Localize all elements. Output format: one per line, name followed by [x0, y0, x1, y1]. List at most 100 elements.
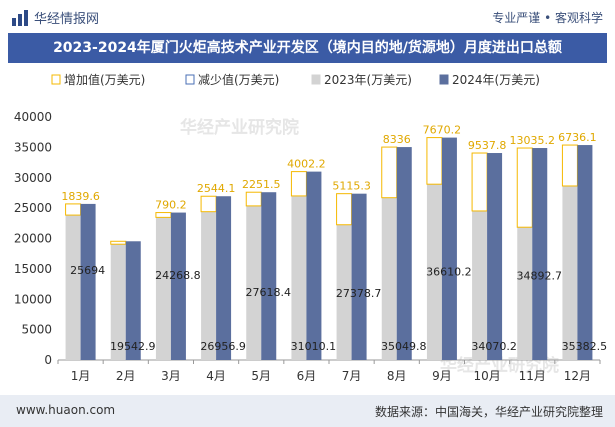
chart-title: 2023-2024年厦门火炬高技术产业开发区（境内目的地/货源地）月度进出口总额 — [8, 33, 607, 63]
bar-chart-logo-icon — [12, 9, 28, 26]
footer: www.huaon.com 数据来源：中国海关，华经产业研究院整理 — [0, 395, 615, 427]
increase-label: 5115.3 — [332, 180, 371, 193]
increase-box — [200, 195, 217, 213]
y-tick-label: 25000 — [14, 201, 52, 215]
y-tick-label: 40000 — [14, 110, 52, 124]
y-tick-label: 0 — [44, 353, 52, 367]
x-tick-label: 3月 — [161, 369, 181, 383]
bar-2024 — [441, 137, 457, 360]
x-tick-label: 9月 — [432, 369, 452, 383]
legend-swatch — [51, 74, 61, 85]
legend-label: 2023年(万美元) — [324, 73, 412, 87]
y-tick-label: 30000 — [14, 171, 52, 185]
bar-2023 — [517, 227, 533, 360]
value-label-2024: 34892.7 — [517, 269, 563, 282]
x-tick-label: 11月 — [519, 369, 546, 383]
increase-label: 9537.8 — [468, 139, 507, 152]
watermark-text: 华经产业研究院 — [180, 117, 299, 138]
bar-2023 — [246, 205, 262, 360]
bar-2023 — [472, 210, 488, 360]
x-tick-label: 2月 — [116, 369, 136, 383]
bar-2024 — [577, 145, 593, 360]
increase-box — [245, 191, 262, 207]
increase-label: 8336 — [383, 133, 411, 146]
x-tick-label: 4月 — [206, 369, 226, 383]
x-tick-label: 8月 — [387, 369, 407, 383]
bar-2024 — [170, 212, 186, 360]
slogan: 专业严谨 • 客观科学 — [492, 11, 603, 25]
brand: 华经情报网 — [12, 8, 99, 27]
value-label-2024: 35382.5 — [562, 340, 608, 353]
bar-2024 — [396, 147, 412, 360]
legend-label: 减少值(万美元) — [198, 72, 279, 87]
legend-swatch — [439, 74, 449, 85]
increase-label: 2544.1 — [197, 182, 236, 195]
bar-2023 — [336, 224, 352, 360]
x-tick-label: 5月 — [251, 369, 271, 383]
y-tick-label: 20000 — [14, 232, 52, 246]
increase-box — [516, 147, 533, 228]
x-tick-label: 1月 — [71, 369, 91, 383]
brand-name: 华经情报网 — [34, 12, 100, 27]
x-tick-label: 6月 — [297, 369, 317, 383]
bar-2024 — [487, 153, 503, 360]
bar-2024 — [351, 193, 367, 360]
increase-box — [471, 152, 488, 212]
data-source: 数据来源：中国海关，华经产业研究院整理 — [374, 405, 603, 419]
bar-2023 — [201, 211, 217, 360]
value-label-2024: 31010.1 — [291, 340, 337, 353]
bar-2024 — [80, 203, 96, 360]
bar-2024 — [261, 192, 277, 360]
chart-area: 华经产业研究院 华经产业研究院 增加值(万美元) 减少值(万美元) 2023年(万美元)… — [0, 63, 615, 395]
bar-2024 — [216, 196, 232, 360]
bar-2024 — [306, 171, 322, 360]
increase-label: 13035.2 — [510, 134, 556, 147]
bar-2023 — [426, 184, 442, 360]
value-label-2024: 25694 — [70, 264, 105, 277]
legend-label: 2024年(万美元) — [452, 73, 540, 87]
x-tick-label: 10月 — [473, 369, 500, 383]
value-label-2024: 34070.2 — [471, 340, 517, 353]
increase-label: 1839.6 — [61, 190, 100, 203]
y-tick-label: 15000 — [14, 262, 52, 276]
x-tick-label: 7月 — [342, 369, 362, 383]
increase-label: 6736.1 — [558, 131, 597, 144]
y-tick-label: 10000 — [14, 292, 52, 306]
bar-2023 — [562, 185, 578, 360]
increase-box — [381, 146, 398, 199]
increase-label: 790.2 — [155, 199, 187, 212]
value-label-2024: 27378.7 — [336, 287, 382, 300]
value-label-2024: 27618.4 — [246, 286, 292, 299]
bar-2023 — [110, 244, 126, 360]
increase-label: 7670.2 — [423, 124, 462, 137]
bar-2023 — [65, 215, 81, 360]
y-tick-label: 35000 — [14, 140, 52, 154]
legend-label: 增加值(万美元) — [64, 72, 145, 87]
value-label-2024: 24268.8 — [155, 269, 201, 282]
top-bar: 华经情报网 专业严谨 • 客观科学 — [0, 0, 615, 33]
y-tick-label: 5000 — [21, 323, 52, 337]
website-link[interactable]: www.huaon.com — [16, 403, 116, 417]
increase-box — [155, 212, 172, 218]
bar-2024 — [125, 241, 141, 360]
increase-box — [110, 240, 127, 245]
increase-label: 2251.5 — [242, 178, 281, 191]
bar-2023 — [381, 197, 397, 360]
value-label-2024: 19542.9 — [110, 340, 156, 353]
increase-box — [290, 171, 307, 197]
legend-swatch — [311, 74, 321, 85]
value-label-2024: 26956.9 — [200, 340, 246, 353]
increase-box — [561, 144, 578, 187]
increase-box — [65, 203, 82, 216]
legend-swatch — [185, 74, 195, 85]
increase-box — [426, 137, 443, 185]
value-label-2024: 35049.8 — [381, 340, 427, 353]
increase-box — [336, 193, 353, 226]
x-tick-label: 12月 — [564, 369, 591, 383]
value-label-2024: 36610.2 — [426, 265, 472, 278]
bar-2024 — [532, 148, 548, 360]
bar-2023 — [291, 195, 307, 360]
bar-2023 — [155, 217, 171, 360]
increase-label: 4002.2 — [287, 158, 326, 171]
